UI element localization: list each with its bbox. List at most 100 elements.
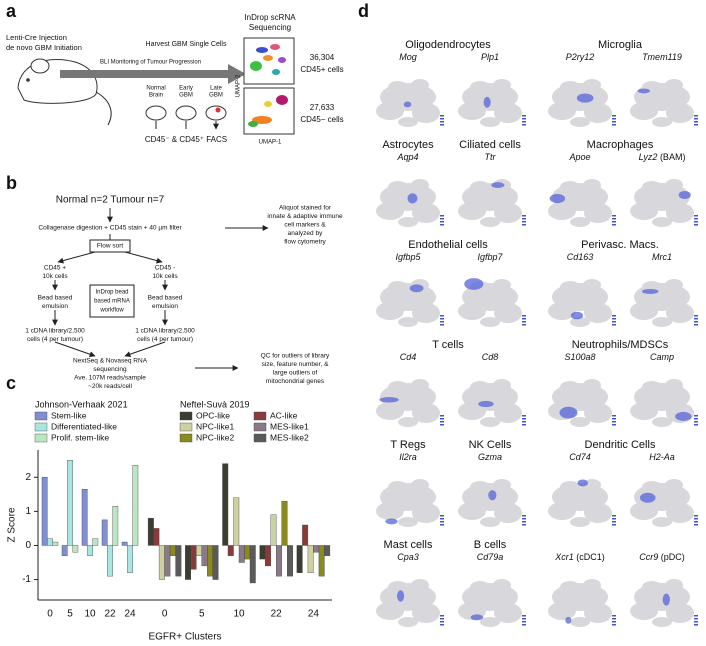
bar [127, 545, 133, 573]
gene-name: S100a8 [564, 352, 595, 362]
scale-tick [440, 521, 444, 523]
expression-hotspot [379, 397, 399, 403]
gene-label: Ccr9 (pDC) [639, 552, 685, 562]
scale-tick [612, 115, 616, 117]
scale-tick [522, 218, 526, 220]
bar [249, 545, 256, 584]
bar [244, 545, 251, 560]
cell-cluster [480, 517, 500, 527]
cell-cluster [458, 102, 486, 120]
scale-tick [440, 324, 444, 326]
bar [296, 545, 303, 573]
gene-label: Cpa3 [397, 552, 419, 562]
bar [302, 524, 309, 546]
legend-swatch [253, 422, 267, 432]
bar [190, 545, 197, 570]
step-text: Collagenase digestion + CD45 stain + 40 … [38, 225, 182, 232]
sequencing-text: InDrop scRNA [244, 13, 296, 22]
panel-label: b [6, 173, 17, 193]
gene-name: Mrc1 [652, 252, 672, 262]
umap-feature-plot [548, 379, 616, 427]
scale-tick [522, 621, 526, 623]
scale-tick [440, 318, 444, 320]
bar [212, 545, 219, 580]
scale-tick [440, 321, 444, 323]
cell-cluster [494, 403, 522, 423]
scale-tick [694, 415, 698, 417]
cell-cluster [480, 417, 500, 427]
umap-feature-plot [376, 79, 444, 127]
umap-feature-plot [630, 579, 698, 627]
cell-cluster [570, 617, 590, 627]
umap-feature-plot [630, 479, 698, 527]
stage-label: GBM [179, 93, 193, 99]
cell-cluster [570, 217, 590, 227]
scale-tick [694, 121, 698, 123]
umap-feature-plot [458, 379, 526, 427]
harvest-mice [145, 105, 227, 129]
scale-tick [440, 124, 444, 126]
bar [169, 545, 176, 556]
legend-title: Neftel-Suvà 2019 [180, 399, 250, 409]
x-tick-label: 0 [162, 609, 168, 620]
cell-cluster [652, 417, 672, 427]
gene-name: Igfbp7 [477, 252, 503, 262]
scale-tick [694, 424, 698, 426]
step-text: 10k cells [152, 273, 178, 280]
scale-tick [694, 318, 698, 320]
cell-cluster [560, 581, 580, 593]
cell-cluster [388, 181, 408, 193]
step-text: Bead based [38, 295, 73, 302]
cell-cluster [388, 281, 408, 293]
umap-feature-plot [376, 279, 444, 327]
bar [318, 545, 325, 577]
scale-tick [522, 221, 526, 223]
cell-cluster [411, 379, 429, 391]
cell-cluster [630, 202, 658, 220]
cell-cluster [493, 479, 511, 491]
scale-tick [612, 518, 616, 520]
expression-hotspot [678, 191, 691, 199]
cell-cluster [398, 417, 418, 427]
cell-cluster [583, 279, 601, 291]
legend-swatch [34, 433, 48, 443]
bar [67, 460, 73, 546]
scale-tick [694, 224, 698, 226]
scale-tick [612, 221, 616, 223]
expression-hotspot [397, 590, 405, 602]
injection-text: de novo GBM Initiation [6, 43, 82, 52]
x-tick-label: 24 [124, 609, 136, 620]
gene-label: Ttr [485, 152, 497, 162]
x-tick-label: 5 [199, 609, 205, 620]
scale-tick [522, 424, 526, 426]
gene-name: P2ry12 [566, 52, 595, 62]
scale-tick [440, 424, 444, 426]
scale-tick [694, 221, 698, 223]
scale-tick [522, 615, 526, 617]
cell-cluster [583, 379, 601, 391]
legend-label: Stem-like [51, 410, 87, 420]
scale-tick [440, 215, 444, 217]
scale-tick [522, 515, 526, 517]
gene-name: Cd79a [477, 552, 504, 562]
scale-tick [694, 518, 698, 520]
stage-label: Late [210, 86, 222, 92]
scale-tick [694, 215, 698, 217]
step-text: based mRNA [94, 299, 130, 305]
cell-cluster [470, 81, 490, 93]
cell-type-title: Mast cells [384, 539, 433, 551]
bar [196, 545, 203, 556]
cell-cluster [584, 403, 612, 423]
gene-label: Cd163 [567, 252, 594, 262]
cell-cluster [458, 502, 486, 520]
step-text: mitochondrial genes [266, 378, 325, 385]
stage-label: Brain [149, 93, 163, 99]
gene-name: Aqp4 [396, 152, 418, 162]
gene-name: Gzma [478, 452, 502, 462]
expression-hotspot [576, 93, 594, 103]
cell-type-title: T Regs [390, 439, 426, 451]
cell-cluster [494, 103, 522, 123]
cell-cluster [494, 203, 522, 223]
y-axis-label: Z Score [7, 507, 18, 542]
cell-cluster [376, 102, 404, 120]
